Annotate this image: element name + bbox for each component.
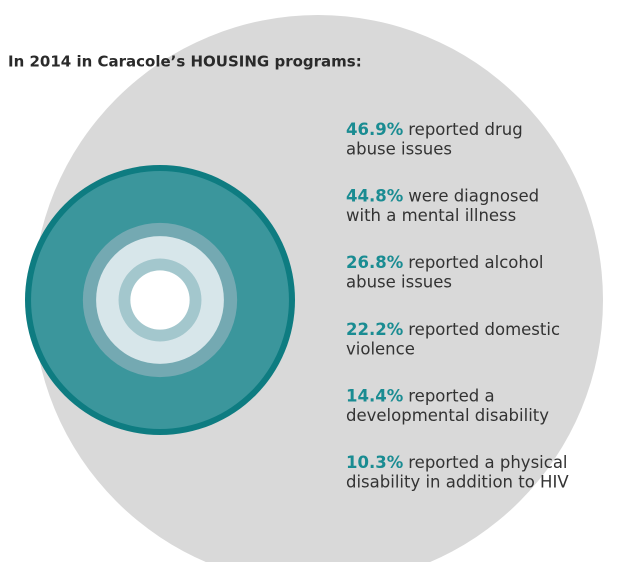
legend-item: 10.3% reported a physical xyxy=(346,453,568,472)
value-label: 26.8% xyxy=(346,253,404,272)
label-line: reported drug xyxy=(408,120,522,139)
value-label: 14.4% xyxy=(346,386,404,405)
legend-item: 46.9% reported drug xyxy=(346,120,523,139)
value-label: 46.9% xyxy=(346,120,404,139)
label-line: reported alcohol xyxy=(408,253,543,272)
label-line: with a mental illness xyxy=(346,206,516,225)
title: In 2014 in Caracole’s HOUSING programs: xyxy=(8,53,362,71)
value-label: 44.8% xyxy=(346,186,404,205)
label-line: abuse issues xyxy=(346,273,452,292)
label-line: violence xyxy=(346,339,415,358)
label-line: were diagnosed xyxy=(408,186,539,205)
label-line: disability in addition to HIV xyxy=(346,473,569,492)
label-line: reported domestic xyxy=(408,319,560,338)
value-label: 22.2% xyxy=(346,319,404,338)
label-line: developmental disability xyxy=(346,406,549,425)
label-line: reported a xyxy=(408,386,494,405)
legend-item: 22.2% reported domestic xyxy=(346,319,560,338)
value-label: 10.3% xyxy=(346,453,404,472)
label-line: abuse issues xyxy=(346,140,452,159)
legend-item: 26.8% reported alcohol xyxy=(346,253,544,272)
label-line: reported a physical xyxy=(408,453,567,472)
ring xyxy=(130,270,190,330)
legend-item: 44.8% were diagnosed xyxy=(346,186,539,205)
rings xyxy=(25,165,295,435)
legend-item: 14.4% reported a xyxy=(346,386,495,405)
